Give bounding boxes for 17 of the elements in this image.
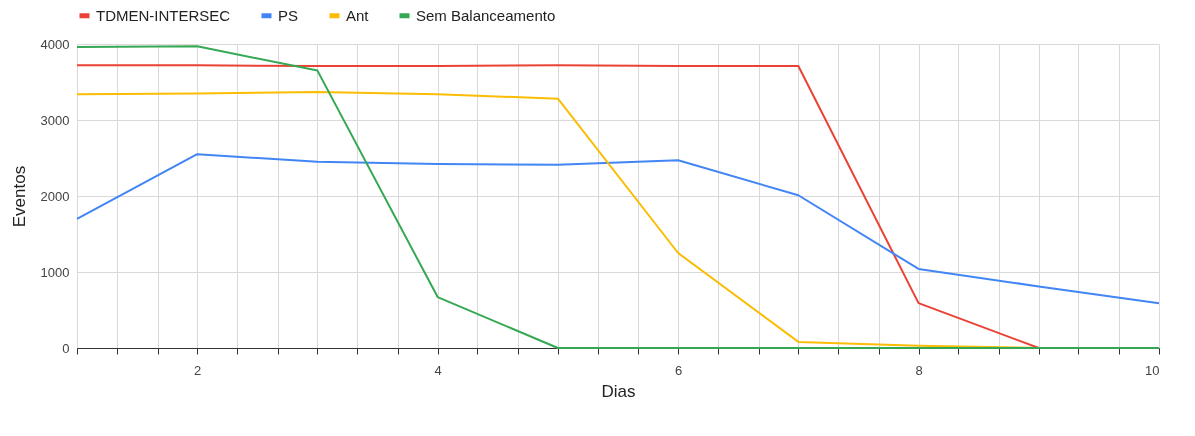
x-tick-label: 4 <box>434 362 442 378</box>
x-tick-label: 2 <box>194 362 202 378</box>
y-axis-title: Eventos <box>9 165 29 228</box>
legend-label: TDMEN-INTERSEC <box>96 6 231 24</box>
y-tick-label: 1000 <box>40 264 70 280</box>
legend-label: Ant <box>346 6 370 24</box>
y-tick-label: 3000 <box>40 112 70 128</box>
x-tick-label: 10 <box>1145 362 1160 378</box>
legend-label: Sem Balanceamento <box>416 6 556 24</box>
legend-label: PS <box>278 6 299 24</box>
y-tick-label: 0 <box>62 340 70 356</box>
x-tick-label: 6 <box>674 362 683 378</box>
x-tick-label: 8 <box>915 362 923 378</box>
line-series <box>76 153 1160 305</box>
y-tick-label: 4000 <box>40 36 70 52</box>
x-axis-title: Dias <box>601 381 636 401</box>
y-tick-label: 2000 <box>40 188 70 204</box>
